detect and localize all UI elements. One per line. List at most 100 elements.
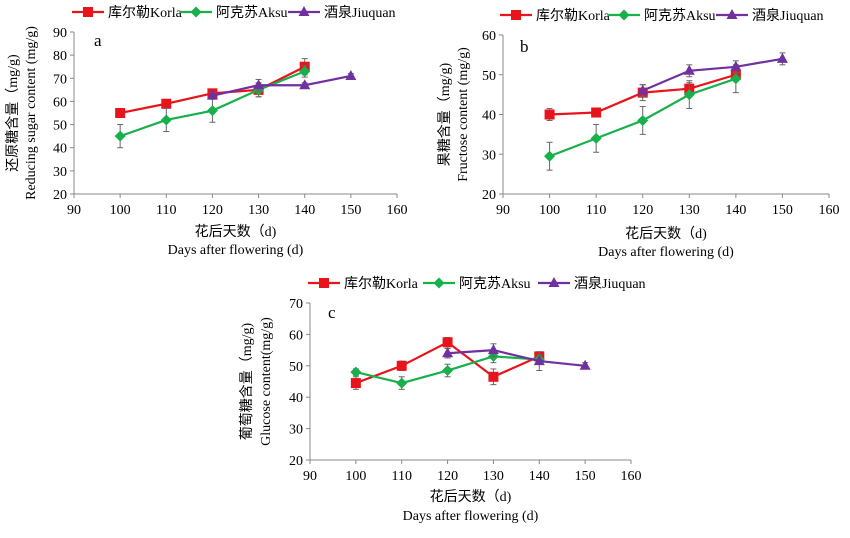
legend-marker	[511, 10, 521, 20]
legend-marker	[190, 6, 202, 18]
x-axis-label: Days after flowering (d)	[168, 243, 304, 258]
x-tick-label: 160	[387, 203, 408, 218]
legend-marker	[548, 277, 560, 287]
data-point	[579, 359, 591, 370]
data-point	[544, 150, 556, 162]
x-axis-label: 花后天数（d)	[195, 224, 277, 240]
data-point	[161, 98, 172, 109]
data-point	[299, 79, 311, 90]
y-tick-label: 50	[53, 119, 67, 134]
legend: 库尔勒Korla 阿克苏Aksu 酒泉Jiuquan	[308, 275, 646, 292]
x-tick-label: 140	[294, 203, 315, 218]
y-axis-label: 葡萄糖含量（mg/g)	[239, 322, 255, 440]
data-point	[683, 89, 695, 101]
x-tick-label: 160	[621, 469, 642, 484]
x-tick-label: 90	[67, 203, 81, 218]
y-tick-label: 80	[53, 49, 67, 64]
series-triangle	[206, 69, 357, 100]
legend-marker	[618, 9, 630, 21]
data-point	[160, 114, 172, 126]
series-line	[447, 348, 586, 367]
y-tick-label: 30	[53, 165, 67, 180]
data-point	[488, 371, 499, 382]
data-point	[730, 73, 742, 85]
x-tick-label: 160	[819, 203, 840, 218]
legend-label: 阿克苏Aksu	[459, 276, 531, 292]
x-tick-label: 130	[679, 203, 700, 218]
x-tick-label: 110	[156, 203, 176, 218]
x-tick-label: 120	[202, 203, 223, 218]
data-point	[206, 89, 218, 100]
data-point	[442, 337, 453, 348]
y-tick-label: 20	[53, 188, 67, 203]
data-point	[253, 79, 265, 90]
x-tick-label: 90	[496, 203, 510, 218]
data-point	[533, 355, 545, 366]
legend-marker	[726, 9, 738, 19]
data-point	[637, 114, 649, 126]
legend-label: 库尔勒Korla	[536, 8, 611, 24]
series-line	[212, 74, 352, 97]
legend-label: 阿克苏Aksu	[644, 8, 716, 24]
data-point	[396, 360, 407, 371]
legend-marker	[298, 6, 310, 16]
x-axis-label: 花后天数（d)	[430, 489, 512, 505]
y-tick-label: 60	[53, 95, 67, 110]
y-tick-label: 70	[53, 72, 67, 87]
panel-label: b	[520, 37, 529, 56]
y-tick-label: 70	[289, 297, 303, 312]
y-axis-label: 果糖含量（mg/g)	[437, 62, 453, 166]
chart-panel-c: 90 100 110 120 130 140 150 160 20 30 40 50 60 70 c 花后天数…	[239, 275, 646, 524]
data-point	[345, 69, 357, 80]
x-tick-label: 100	[110, 203, 131, 218]
series-diamond	[544, 64, 742, 171]
x-tick-label: 150	[575, 469, 596, 484]
data-point	[442, 365, 454, 377]
y-tick-label: 50	[289, 360, 303, 375]
y-tick-label: 20	[289, 454, 303, 469]
data-point	[591, 107, 602, 118]
legend-label: 阿克苏Aksu	[216, 5, 288, 21]
x-tick-label: 120	[632, 203, 653, 218]
legend-label: 酒泉Jiuquan	[752, 7, 824, 24]
data-point	[683, 64, 695, 75]
x-axis-label: Days after flowering (d)	[598, 245, 734, 260]
x-tick-label: 100	[539, 203, 560, 218]
panel-label: c	[328, 303, 336, 322]
series-triangle	[637, 52, 788, 98]
y-axis-label: Reducing sugar content (mg/g)	[24, 26, 39, 200]
y-tick-label: 40	[289, 391, 303, 406]
legend: 库尔勒Korla 阿克苏Aksu 酒泉Jiuquan	[72, 4, 396, 21]
x-tick-label: 120	[437, 469, 458, 484]
series-triangle	[442, 343, 591, 372]
legend-label: 库尔勒Korla	[344, 276, 419, 292]
data-point	[115, 108, 126, 118]
y-axis-label: 还原糖含量（mg/g)	[5, 54, 21, 172]
data-point	[442, 347, 454, 358]
x-tick-label: 110	[391, 469, 411, 484]
legend-marker	[83, 7, 93, 17]
y-tick-label: 60	[289, 328, 303, 343]
x-tick-label: 150	[772, 203, 793, 218]
series-line	[642, 57, 783, 92]
x-axis-label: 花后天数（d)	[625, 226, 707, 242]
data-point	[776, 52, 788, 63]
series-square	[350, 337, 545, 390]
chart-panel-a: 90 100 110 120 130 140 150 160 20 30 40 50 60 70 80 90 a…	[5, 4, 408, 258]
y-axis-label: Glucose content(mg/g)	[259, 317, 274, 446]
legend: 库尔勒Korla 阿克苏Aksu 酒泉Jiuquan	[500, 7, 824, 24]
x-tick-label: 90	[303, 469, 317, 484]
x-tick-label: 140	[725, 203, 746, 218]
y-tick-label: 20	[482, 188, 496, 203]
chart-panel-b: 90 100 110 120 130 140 150 160 20 30 40 50 60 b 花后天数（d…	[437, 7, 840, 260]
data-point	[396, 377, 408, 389]
y-tick-label: 30	[482, 148, 496, 163]
x-tick-label: 140	[529, 469, 550, 484]
data-point	[544, 109, 555, 120]
y-axis-label: Fructose content (mg/g)	[456, 47, 471, 182]
data-point	[637, 84, 649, 95]
y-tick-label: 50	[482, 69, 496, 84]
x-axis-label: Days after flowering (d)	[403, 509, 539, 524]
y-tick-label: 40	[53, 142, 67, 157]
